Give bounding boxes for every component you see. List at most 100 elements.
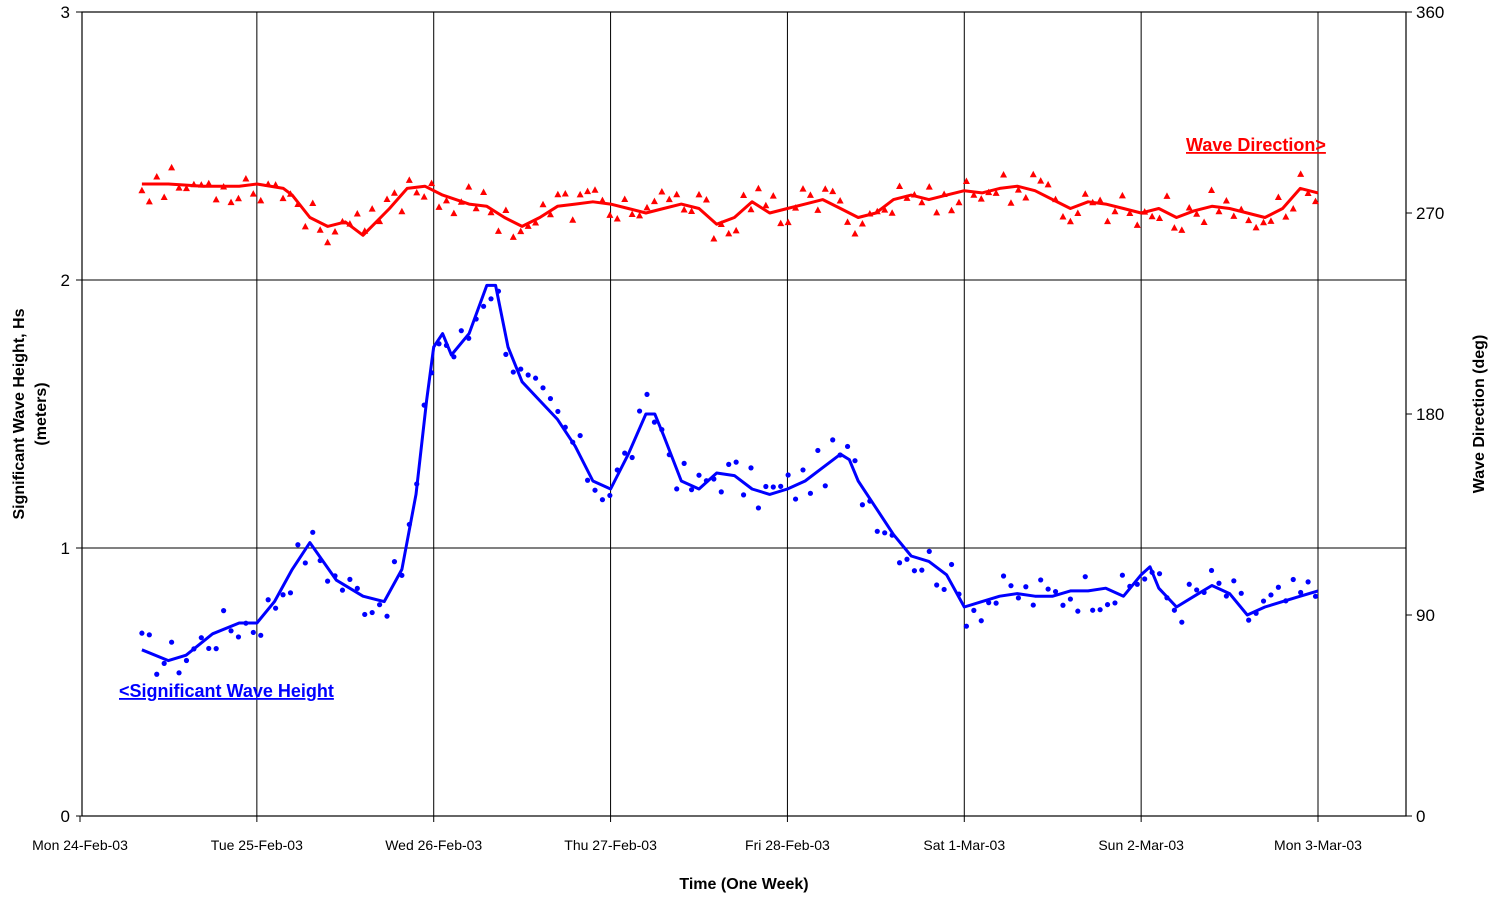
wave-direction-point (524, 222, 532, 229)
wave-height-point (510, 369, 516, 375)
wave-height-point (978, 618, 984, 624)
wave-height-point (607, 492, 613, 499)
wave-height-point (280, 592, 286, 598)
left-axis-title-line2: (meters) (33, 382, 50, 445)
wave-direction-point (896, 182, 904, 189)
wave-height-point (547, 395, 554, 402)
wave-height-point (1119, 572, 1125, 578)
wave-height-point (325, 578, 331, 584)
wave-height-point (1290, 576, 1296, 583)
wave-direction-point (405, 176, 413, 183)
wave-height-point (183, 657, 190, 664)
left-tick-label: 0 (61, 807, 70, 826)
wave-direction-point (918, 198, 926, 206)
wave-height-point (154, 671, 160, 677)
wave-direction-point (1037, 177, 1045, 184)
wave-direction-point (1059, 213, 1067, 220)
wave-direction-point (836, 197, 844, 204)
wave-direction-point (1074, 209, 1082, 217)
wave-height-point (1038, 577, 1044, 583)
wave-height-point (830, 437, 836, 443)
wave-direction-point (509, 233, 517, 240)
wave-height-point (733, 459, 739, 465)
wave-height-point (674, 486, 680, 492)
x-tick-label: Sun 2-Mar-03 (1098, 837, 1184, 853)
wave-height-point (1023, 584, 1029, 590)
wave-height-point (896, 560, 903, 566)
x-tick-label: Thu 27-Feb-03 (564, 837, 657, 853)
wave-direction-point (138, 186, 146, 194)
wave-height-line (141, 283, 1319, 663)
wave-direction-point (420, 193, 428, 200)
wave-height-point (1075, 608, 1081, 614)
wave-direction-point (1230, 212, 1238, 219)
wave-direction-point (1044, 180, 1052, 188)
wave-direction-point (1178, 226, 1186, 233)
wave-direction-point (606, 211, 614, 218)
left-tick-label: 2 (61, 271, 70, 290)
wave-height-point (339, 587, 346, 593)
wave-height-point (362, 611, 368, 618)
wave-height-point (1104, 601, 1111, 608)
wave-height-point (1142, 576, 1148, 582)
wave-direction-point (1304, 189, 1312, 196)
wave-direction-point (390, 189, 398, 196)
wave-direction-point (740, 191, 748, 199)
wave-height-point (815, 447, 821, 454)
wave-direction-point (554, 190, 562, 198)
wave-height-point (904, 556, 910, 562)
wave-height-point (622, 450, 628, 456)
wave-direction-point (242, 175, 250, 182)
wave-height-point (1208, 567, 1215, 574)
wave-direction-point (821, 185, 829, 192)
wave-direction-point (665, 195, 673, 203)
wave-height-point (1312, 593, 1319, 599)
wave-height-point (1171, 607, 1177, 613)
wave-height-point (1268, 592, 1274, 598)
wave-direction-point (777, 219, 785, 227)
wave-direction-point (234, 194, 242, 202)
wave-height-point (295, 542, 301, 548)
wave-direction-point (754, 184, 762, 192)
wave-height-point (221, 608, 227, 614)
wave-direction-point (673, 190, 681, 198)
wave-height-point (176, 670, 182, 676)
wave-height-point (963, 623, 970, 629)
left-tick-label: 1 (61, 539, 70, 558)
x-axis-ticks: Mon 24-Feb-03 Tue 25-Feb-03 Wed 26-Feb-03 T… (32, 816, 1362, 853)
wave-direction-point (480, 188, 488, 195)
wave-height-point (525, 372, 531, 378)
wave-height-point (198, 635, 204, 641)
wave-direction-point (1252, 223, 1260, 231)
wave-height-point (1275, 584, 1281, 590)
wave-height-point (971, 607, 977, 613)
wave-direction-point (465, 183, 473, 190)
wave-direction-point (829, 187, 837, 195)
wave-direction-point (762, 201, 770, 209)
right-tick-label: 90 (1416, 606, 1435, 625)
wave-height-point (480, 303, 487, 309)
wave-height-point (139, 630, 145, 636)
wave-height-point (1194, 587, 1200, 593)
right-tick-label: 180 (1416, 405, 1444, 424)
wave-direction-point (844, 218, 852, 225)
wave-height-point (206, 645, 212, 652)
wave-direction-point (1208, 186, 1216, 194)
wave-direction-point (227, 198, 235, 206)
wave-direction-point (168, 163, 176, 171)
right-axis-ticks: 0 90 180 270 360 (1406, 3, 1444, 826)
wave-direction-point (806, 191, 814, 198)
wave-height-point (1156, 571, 1163, 577)
wave-height-point (882, 530, 888, 536)
wave-direction-point (948, 206, 956, 214)
wave-direction-point (1066, 217, 1074, 225)
wave-direction-point (688, 207, 696, 214)
wave-height-point (532, 375, 539, 381)
wave-height-point (265, 597, 271, 603)
wave-height-point (169, 639, 175, 645)
wave-direction-point (925, 183, 933, 190)
wave-direction-point (472, 204, 480, 212)
wave-direction-point (205, 179, 213, 187)
x-axis-title: Time (One Week) (679, 876, 808, 893)
wave-height-point (770, 484, 776, 490)
